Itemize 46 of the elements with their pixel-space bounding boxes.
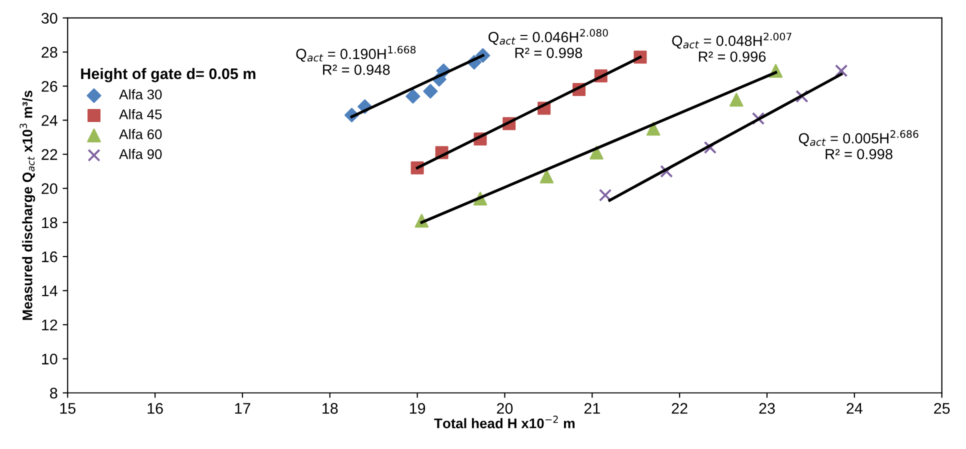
point — [796, 90, 808, 103]
y-tick-label: 8 — [50, 388, 58, 399]
y-tick-label: 12 — [42, 320, 58, 330]
legend-label: Alfa 45 — [119, 109, 162, 120]
x-tick-label: 20 — [497, 403, 513, 414]
point — [646, 122, 660, 136]
y-tick-label: 16 — [42, 251, 58, 262]
y-tick-label: 20 — [42, 183, 58, 194]
x-tick-label: 17 — [235, 403, 250, 414]
y-axis-title: Measured discharge Q$_{act}$ x10$^{3}$ m³/s — [20, 90, 36, 320]
x-tick-label: 18 — [322, 403, 338, 414]
x-tick-label: 24 — [846, 403, 862, 414]
x-tick-label: 22 — [672, 403, 688, 414]
y-tick-label: 10 — [42, 354, 58, 364]
y-tick-label: 24 — [42, 115, 58, 126]
point — [752, 112, 765, 125]
y-tick-label: 28 — [42, 46, 58, 58]
legend-label: Alfa 30 — [119, 89, 162, 100]
y-tick-label: 22 — [42, 149, 58, 160]
legend-label: Alfa 90 — [119, 148, 162, 160]
annotation: Q$_{act}$ = 0.005H$^{2.686}$ R² = 0.998 — [798, 130, 918, 160]
point — [406, 89, 420, 104]
annotation: Q$_{act}$ = 0.190H$^{1.668}$ R² = 0.948 — [296, 46, 416, 75]
legend-label: Alfa 60 — [119, 128, 162, 140]
y-tick-label: 14 — [42, 286, 58, 296]
point — [834, 64, 848, 78]
x-tick-label: 15 — [60, 403, 76, 414]
x-tick-label: 16 — [148, 403, 163, 414]
annotation: Q$_{act}$ = 0.048H$^{2.007}$ R² = 0.996 — [672, 32, 792, 62]
point — [704, 141, 717, 154]
x-tick-label: 25 — [934, 403, 950, 414]
point — [730, 92, 744, 107]
x-tick-label: 19 — [410, 403, 426, 414]
point — [590, 146, 604, 160]
x-axis-title: Total head H x10$^{−2}$ m — [434, 416, 575, 428]
point — [660, 164, 673, 178]
annotation: Q$_{act}$ = 0.046H$^{2.080}$ R² = 0.998 — [488, 28, 608, 58]
y-tick-label: 18 — [42, 217, 58, 228]
x-tick-label: 21 — [584, 403, 600, 414]
point — [540, 170, 554, 184]
point — [598, 188, 612, 202]
legend-title: Height of gate d= 0.05 m — [81, 68, 256, 82]
y-tick-label: 26 — [42, 80, 58, 92]
y-tick-label: 30 — [41, 12, 58, 24]
x-tick-label: 23 — [759, 403, 775, 414]
point — [423, 84, 438, 99]
